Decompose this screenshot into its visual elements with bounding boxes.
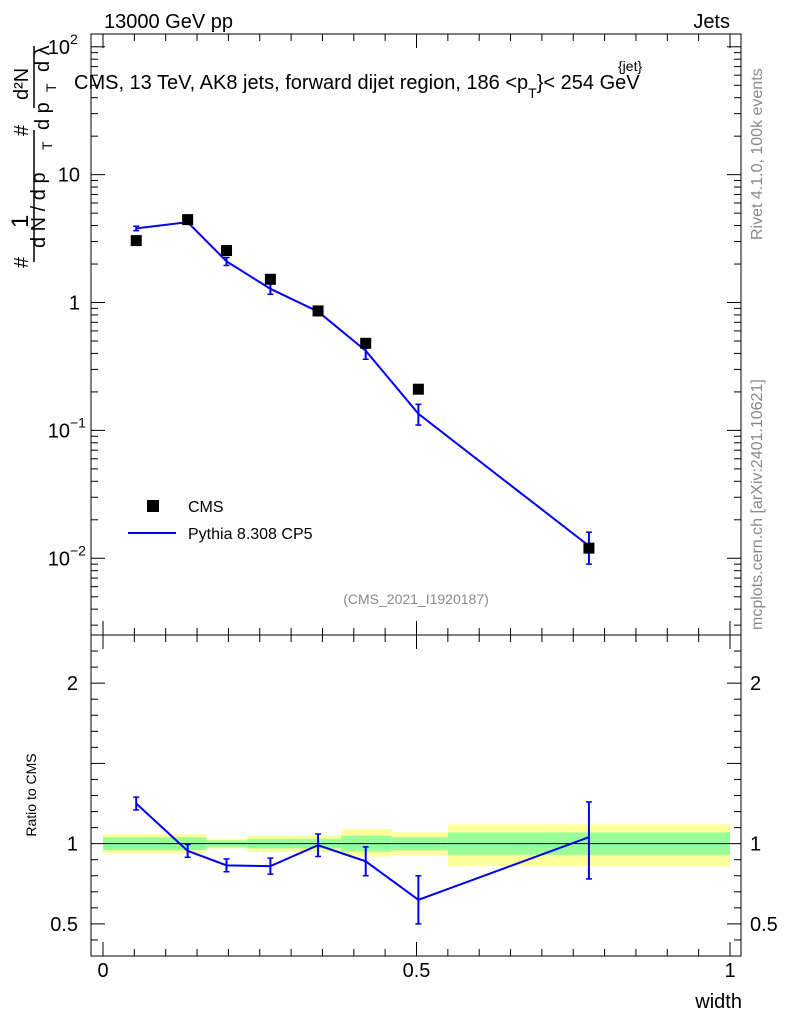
data-point xyxy=(130,235,142,247)
data-point xyxy=(312,305,324,317)
legend: CMS Pythia 8.308 CP5 xyxy=(128,499,313,543)
ratio-plot-frame xyxy=(90,634,742,957)
main-y-tick-label: 10 xyxy=(48,37,70,59)
ylabel-one: 1 xyxy=(7,215,34,228)
main-y-axis-label: # 1 d N / d p T # d²N d p T d λ xyxy=(7,45,59,268)
rivet-version-label: Rivet 4.1.0, 100k events xyxy=(749,68,766,240)
main-y-tick-label: 10 xyxy=(48,420,70,442)
data-point xyxy=(182,214,194,226)
ylabel-denominator-dpt: d p xyxy=(32,102,54,130)
main-y-tick-label: 10 xyxy=(58,165,80,187)
x-tick-label: 0.5 xyxy=(403,960,431,982)
plot-title-superscript: {jet} xyxy=(618,58,642,74)
mc-main-line xyxy=(136,221,590,547)
data-series-main xyxy=(130,214,595,554)
x-tick-label: 0 xyxy=(97,960,108,982)
ratio-y-tick-label-right: 0.5 xyxy=(750,914,778,936)
ratio-y-tick-label-right: 1 xyxy=(750,834,761,856)
plot-title-tail: }< 254 GeV xyxy=(537,72,641,94)
mcplots-reference-label: mcplots.cern.ch [arXiv:2401.10621] xyxy=(749,379,766,630)
main-y-tick-exponent: −1 xyxy=(70,414,86,430)
main-plot-frame xyxy=(90,33,742,636)
plot-title-sub: T xyxy=(528,85,537,101)
legend-mc-label: Pythia 8.308 CP5 xyxy=(188,526,313,543)
mc-ratio-line xyxy=(135,802,590,901)
data-point xyxy=(264,273,276,285)
main-y-tick-label: 10 xyxy=(48,548,70,570)
ratio-y-axis-label: Ratio to CMS xyxy=(23,753,39,836)
x-tick-label: 1 xyxy=(724,960,735,982)
ylabel-t-sub-1: T xyxy=(39,141,55,150)
ratio-uncertainty-bands xyxy=(103,824,730,867)
ratio-y-tick-label-right: 2 xyxy=(750,673,761,695)
ylabel-numerator: d²N xyxy=(11,68,33,100)
ratio-y-axis-ticks: 2 2 1 1 0.5 0.5 xyxy=(50,634,778,957)
main-y-tick-exponent: 2 xyxy=(70,31,78,47)
ylabel-t-sub-2: T xyxy=(43,83,59,92)
ratio-y-tick-label-left: 0.5 xyxy=(50,914,78,936)
data-point xyxy=(583,542,595,554)
x-axis-label: width xyxy=(694,991,742,1013)
legend-data-marker xyxy=(147,500,159,512)
legend-data-label: CMS xyxy=(188,499,224,516)
plot-title-main: CMS, 13 TeV, AK8 jets, forward dijet reg… xyxy=(74,72,528,94)
ratio-y-tick-label-left: 2 xyxy=(67,673,78,695)
ylabel-dn-dpt: d N / d p xyxy=(28,172,50,248)
mc-series-ratio xyxy=(133,796,592,925)
ratio-y-tick-label-left: 1 xyxy=(67,834,78,856)
header-left-label: 13000 GeV pp xyxy=(104,11,233,33)
data-point xyxy=(221,245,233,257)
plot-title: CMS, 13 TeV, AK8 jets, forward dijet reg… xyxy=(74,72,640,101)
header-right-label: Jets xyxy=(693,11,730,33)
main-y-tick-label: 1 xyxy=(69,293,80,315)
data-point xyxy=(360,337,372,349)
ylabel-hash-2: # xyxy=(11,124,33,136)
ylabel-hash-1: # xyxy=(11,256,33,268)
x-axis-ticks: 0 0.5 1 xyxy=(97,34,736,982)
main-y-tick-exponent: −2 xyxy=(70,542,86,558)
analysis-id-label: (CMS_2021_I1920187) xyxy=(343,591,489,607)
ylabel-denominator-dlambda: d λ xyxy=(32,45,54,72)
data-point xyxy=(412,383,424,395)
